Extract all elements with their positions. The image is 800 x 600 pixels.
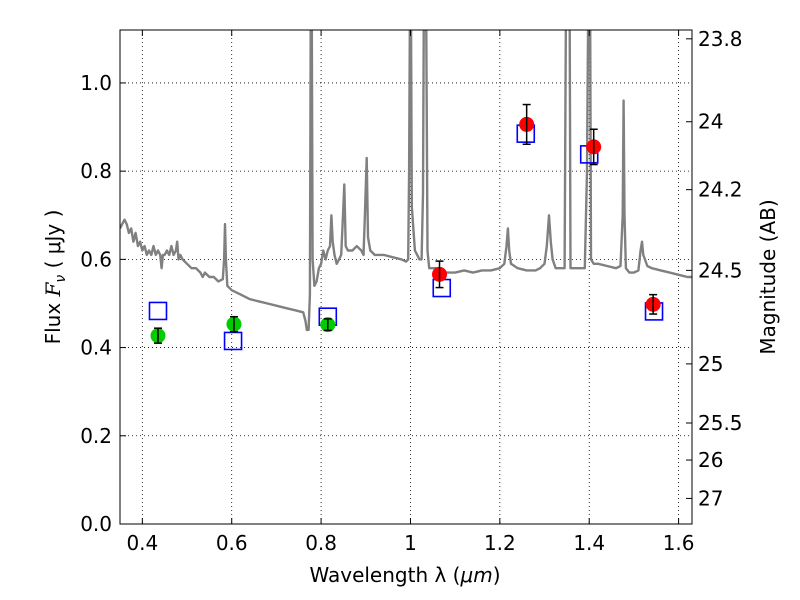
- axes-frame: [119, 29, 693, 525]
- x-tick-label: 0.6: [216, 531, 248, 555]
- y-tick-label: 0.2: [80, 424, 112, 448]
- y2-tick-label: 25: [698, 352, 723, 376]
- x-tick-label: 1: [404, 531, 417, 555]
- y-tick-label: 0.0: [80, 512, 112, 536]
- y-tick-label: 0.6: [80, 247, 112, 271]
- y2-axis-label: Magnitude (AB): [756, 199, 780, 354]
- model-square-point: [223, 331, 243, 351]
- y-tick-label: 1.0: [80, 71, 112, 95]
- spectrum-line: [120, 30, 692, 332]
- y2-tick-label: 25.5: [698, 411, 743, 435]
- model-square-point: [148, 301, 168, 321]
- plot-area: [120, 30, 692, 332]
- y2-tick-label: 24.2: [698, 178, 743, 202]
- y2-tick-label: 24.5: [698, 258, 743, 282]
- y-tick-label: 0.4: [80, 336, 112, 360]
- ticks: 0.4 0.6 0.8 1 1.2 1.4 1.6 0.0 0.2 0.4 0.6 0.8 1.0 23.…: [80, 27, 742, 555]
- x-tick-label: 0.4: [126, 531, 158, 555]
- y2-tick-label: 27: [698, 486, 723, 510]
- y2-tick-label: 26: [698, 448, 723, 472]
- x-tick-label: 1.4: [573, 531, 605, 555]
- y2-tick-label: 24: [698, 110, 723, 134]
- x-tick-label: 1.6: [663, 531, 695, 555]
- y2-tick-label: 23.8: [698, 27, 743, 51]
- y-axis-label: Flux Fν ( μJy ): [41, 210, 69, 345]
- markers: [148, 103, 664, 351]
- x-axis-label: Wavelength λ (μm): [309, 563, 500, 587]
- x-tick-label: 1.2: [484, 531, 516, 555]
- y-tick-label: 0.8: [80, 159, 112, 183]
- x-tick-label: 0.8: [305, 531, 337, 555]
